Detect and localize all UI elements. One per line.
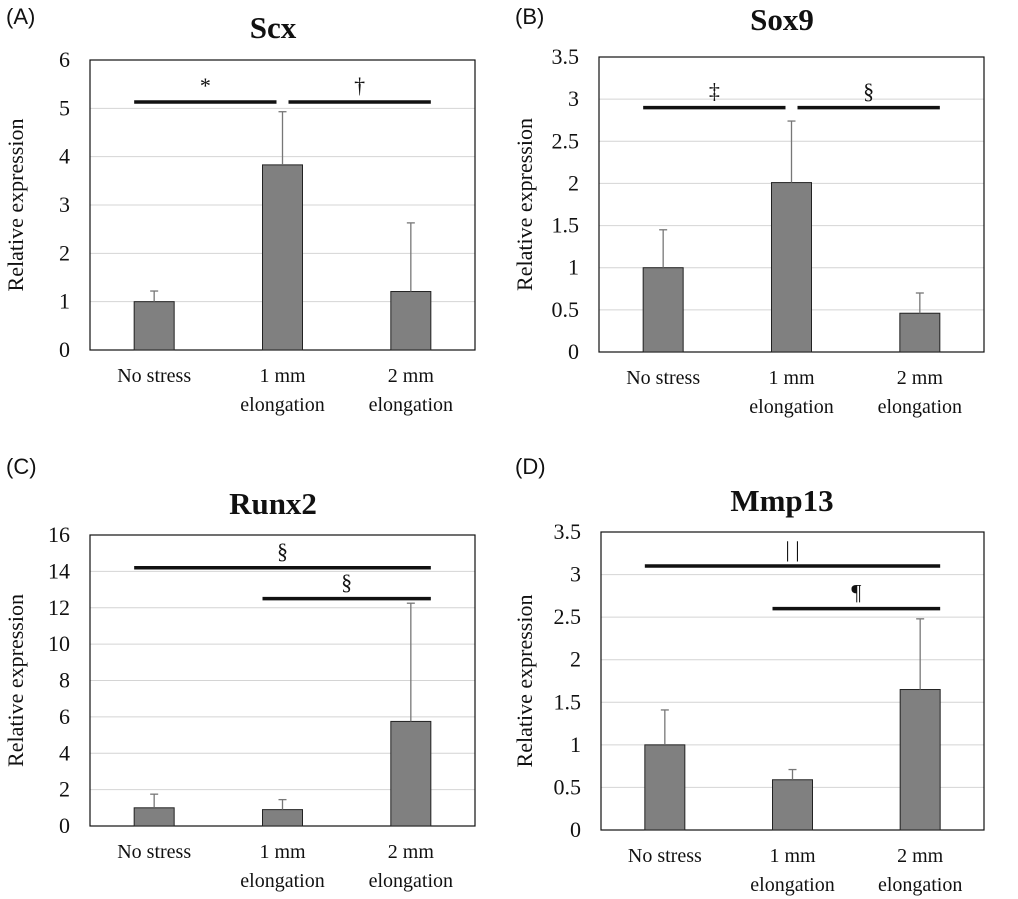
bar [644, 744, 686, 831]
bar [771, 182, 812, 353]
x-category-label: No stress [626, 367, 700, 389]
y-tick-label: 16 [48, 522, 70, 547]
bar [133, 301, 175, 351]
chart-title: Runx2 [229, 486, 317, 521]
y-axis-label: Relative expression [3, 119, 28, 292]
chart-title: Sox9 [750, 2, 814, 37]
x-category-label: elongation [369, 870, 453, 892]
y-tick-label: 2 [59, 777, 70, 802]
y-tick-label: 0.5 [554, 774, 582, 799]
significance-symbol: § [277, 539, 288, 564]
panel-d: (D) Mmp13 0 0.5 1 1.5 2 2.5 3 3.5 Relative express… [509, 450, 1018, 899]
y-axis-label: Relative expression [512, 595, 537, 768]
panel-a: (A) Scx 0 1 2 3 4 5 6 Relative expression No stres… [0, 0, 509, 450]
y-tick-label: 6 [59, 47, 70, 72]
chart-sox9: (B) Sox9 0 0.5 1 1.5 2 2.5 3 3.5 Relative expressi… [512, 2, 985, 418]
x-category-label: 1 mm [259, 365, 306, 387]
significance-symbol: | | [785, 537, 799, 562]
bar [390, 291, 432, 351]
significance-symbol: § [341, 570, 352, 595]
significance-symbol: § [863, 79, 874, 104]
panel-label: (D) [515, 454, 546, 479]
bar [390, 720, 432, 827]
y-tick-label: 14 [48, 558, 70, 583]
x-category-label: 2 mm [897, 367, 944, 389]
y-tick-label: 0 [570, 817, 581, 842]
x-category-label: 1 mm [769, 845, 816, 867]
y-tick-label: 2 [570, 647, 581, 672]
chart-title: Mmp13 [730, 483, 833, 518]
bar [899, 312, 941, 353]
y-tick-label: 0 [59, 813, 70, 838]
x-category-label: 2 mm [388, 365, 435, 387]
significance-symbol: * [200, 73, 211, 98]
y-tick-label: 6 [59, 704, 70, 729]
y-tick-label: 4 [59, 144, 70, 169]
y-tick-label: 2.5 [554, 604, 582, 629]
y-tick-label: 1 [59, 289, 70, 314]
panel-c: (C) Runx2 0 2 4 6 8 10 12 14 16 Relative expression… [0, 450, 509, 899]
y-tick-label: 1.5 [554, 689, 582, 714]
x-category-label: 1 mm [768, 367, 815, 389]
significance-symbol: ‡ [709, 79, 720, 104]
bar [262, 809, 303, 827]
chart-mmp13: (D) Mmp13 0 0.5 1 1.5 2 2.5 3 3.5 Relative express… [512, 454, 985, 896]
y-tick-label: 2 [59, 240, 70, 265]
x-category-label: elongation [878, 396, 962, 418]
x-category-label: No stress [628, 845, 702, 867]
significance-symbol: † [354, 73, 365, 98]
y-tick-label: 3 [568, 86, 579, 111]
y-tick-label: 12 [48, 595, 70, 620]
y-tick-label: 3.5 [554, 519, 582, 544]
x-category-label: No stress [117, 841, 191, 863]
y-tick-label: 5 [59, 95, 70, 120]
bar [133, 807, 175, 827]
x-category-label: elongation [240, 394, 324, 416]
y-axis-label: Relative expression [512, 118, 537, 291]
y-tick-label: 2.5 [552, 128, 580, 153]
panel-b: (B) Sox9 0 0.5 1 1.5 2 2.5 3 3.5 Relative expressi… [509, 0, 1018, 450]
y-tick-label: 10 [48, 631, 70, 656]
y-tick-label: 3 [59, 192, 70, 217]
x-category-label: No stress [117, 365, 191, 387]
y-tick-label: 3.5 [552, 44, 580, 69]
y-tick-label: 1 [568, 255, 579, 280]
bar [642, 267, 684, 353]
significance-symbol: ¶ [851, 580, 861, 605]
y-tick-label: 4 [59, 740, 70, 765]
chart-title: Scx [250, 10, 297, 45]
y-tick-label: 0 [59, 337, 70, 362]
bar [899, 689, 941, 831]
panel-label: (A) [6, 4, 35, 29]
x-category-label: elongation [369, 394, 453, 416]
y-axis-label: Relative expression [3, 594, 28, 767]
bar [772, 779, 813, 831]
panel-label: (C) [6, 454, 37, 479]
chart-scx: (A) Scx 0 1 2 3 4 5 6 Relative expression No stres… [3, 4, 476, 416]
x-category-label: 2 mm [897, 845, 944, 867]
y-tick-label: 1 [570, 732, 581, 757]
x-category-label: elongation [878, 874, 962, 896]
y-tick-label: 0.5 [552, 297, 580, 322]
y-tick-label: 0 [568, 339, 579, 364]
y-tick-label: 2 [568, 170, 579, 195]
x-category-label: elongation [749, 396, 833, 418]
y-tick-label: 1.5 [552, 213, 580, 238]
x-category-label: elongation [750, 874, 834, 896]
y-tick-label: 3 [570, 562, 581, 587]
y-tick-label: 8 [59, 668, 70, 693]
bar [262, 164, 303, 351]
x-category-label: 2 mm [388, 841, 435, 863]
panel-label: (B) [515, 4, 544, 29]
chart-runx2: (C) Runx2 0 2 4 6 8 10 12 14 16 Relative expression… [3, 454, 476, 892]
x-category-label: 1 mm [259, 841, 306, 863]
x-category-label: elongation [240, 870, 324, 892]
